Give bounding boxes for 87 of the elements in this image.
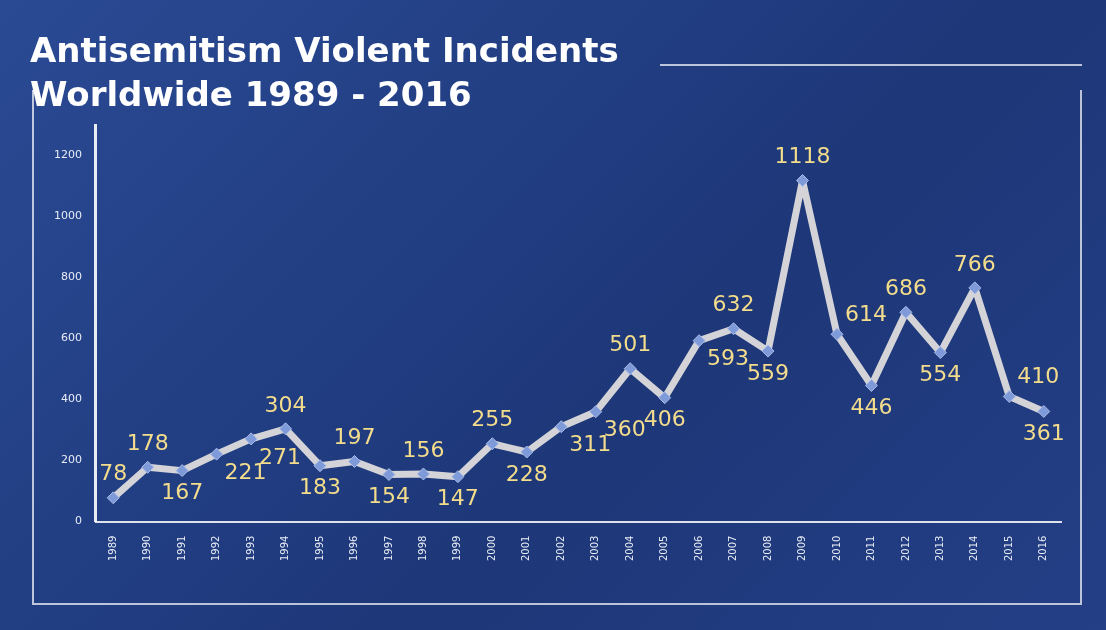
point xyxy=(175,464,189,478)
point xyxy=(347,454,361,468)
point xyxy=(589,405,603,419)
x-tick-label: 2007 xyxy=(727,535,739,561)
x-tick-label: 2004 xyxy=(623,535,635,561)
y-tick-label: 400 xyxy=(60,392,82,406)
data-label: 766 xyxy=(953,250,996,276)
data-label: 255 xyxy=(471,406,514,432)
point xyxy=(864,379,878,392)
point xyxy=(623,362,637,376)
point xyxy=(554,420,568,434)
x-tick-label: 1991 xyxy=(175,535,187,561)
point xyxy=(520,445,534,459)
data-label: 228 xyxy=(505,460,548,486)
data-label: 1118 xyxy=(774,143,831,169)
point xyxy=(210,447,224,461)
x-tick-label: 2009 xyxy=(796,535,808,561)
x-tick-label: 2000 xyxy=(485,535,497,561)
x-tick-label: 2005 xyxy=(658,535,670,561)
data-label: 501 xyxy=(609,331,652,357)
data-label: 197 xyxy=(333,424,376,450)
x-tick-label: 2008 xyxy=(761,535,773,561)
point xyxy=(968,281,982,295)
data-label: 154 xyxy=(367,483,410,509)
data-label: 686 xyxy=(884,275,927,301)
x-tick-label: 2003 xyxy=(589,535,601,561)
point xyxy=(933,346,947,360)
data-label: 446 xyxy=(850,394,893,420)
x-tick-label: 2010 xyxy=(830,535,842,561)
x-tick-label: 1998 xyxy=(417,535,428,561)
point xyxy=(692,334,706,348)
data-label: 410 xyxy=(1017,363,1060,389)
point xyxy=(796,174,810,188)
point xyxy=(727,322,741,336)
x-tick-label: 2001 xyxy=(520,535,532,561)
data-label: 183 xyxy=(299,474,342,500)
x-tick-label: 1997 xyxy=(382,535,394,561)
x-tick-label: 1996 xyxy=(348,535,360,561)
point xyxy=(658,391,672,405)
x-tick-label: 2014 xyxy=(968,535,980,561)
x-tick-label: 2006 xyxy=(692,535,704,561)
point xyxy=(279,422,293,436)
point xyxy=(451,470,465,484)
data-label: 178 xyxy=(126,429,169,455)
x-tick-label: 1992 xyxy=(210,535,222,561)
data-label: 614 xyxy=(844,300,887,326)
point xyxy=(1037,404,1051,418)
data-label: 167 xyxy=(161,479,204,505)
y-tick-label: 1000 xyxy=(53,209,82,223)
x-tick-label: 2013 xyxy=(933,535,945,561)
x-tick-label: 1994 xyxy=(279,535,291,561)
point xyxy=(416,467,430,481)
x-tick-label: 2012 xyxy=(899,535,911,561)
point xyxy=(830,327,844,341)
data-label: 632 xyxy=(712,291,755,317)
data-label: 559 xyxy=(747,359,790,385)
point xyxy=(485,437,499,451)
data-label: 554 xyxy=(919,361,962,387)
y-tick-label: 200 xyxy=(60,453,82,467)
data-label: 593 xyxy=(707,345,750,371)
point xyxy=(899,305,913,319)
y-tick-label: 600 xyxy=(60,331,82,345)
data-label: 78 xyxy=(99,460,128,486)
x-tick-label: 2002 xyxy=(554,535,566,561)
y-tick-label: 1200 xyxy=(53,148,82,162)
point xyxy=(141,460,155,474)
x-tick-label: 2015 xyxy=(1002,535,1014,561)
x-tick-label: 1993 xyxy=(244,535,256,561)
data-label: 156 xyxy=(402,436,445,462)
point xyxy=(313,459,327,473)
y-tick-label: 0 xyxy=(74,514,82,528)
x-tick-label: 1995 xyxy=(313,535,325,561)
point xyxy=(106,491,120,505)
point xyxy=(1002,389,1016,403)
data-label: 361 xyxy=(1022,420,1065,446)
x-tick-label: 1990 xyxy=(141,535,153,561)
point xyxy=(761,344,775,358)
x-tick-label: 2016 xyxy=(1037,535,1049,561)
point xyxy=(244,432,258,446)
x-tick-label: 1999 xyxy=(451,535,463,561)
chart-title: Antisemitism Violent Incidents Worldwide 1989 - 2016 xyxy=(30,29,620,116)
data-label: 304 xyxy=(264,391,307,417)
data-label: 147 xyxy=(436,485,479,511)
x-tick-label: 1989 xyxy=(106,535,118,561)
point xyxy=(382,468,396,482)
x-tick-label: 2011 xyxy=(865,535,877,561)
y-tick-label: 800 xyxy=(60,270,82,284)
